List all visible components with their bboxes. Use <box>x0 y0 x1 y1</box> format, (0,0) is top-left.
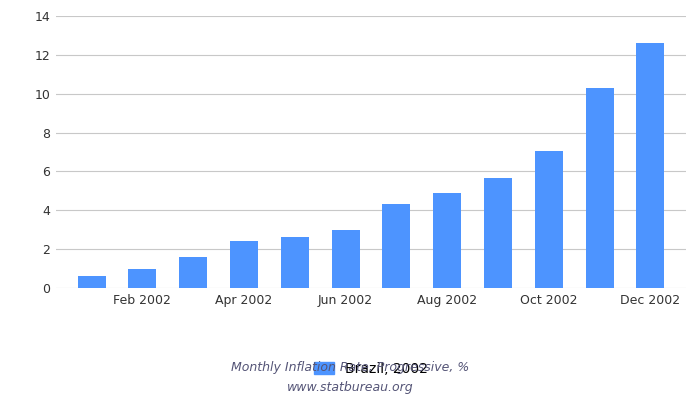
Bar <box>382 204 410 288</box>
Bar <box>230 241 258 288</box>
Bar <box>535 151 563 288</box>
Bar <box>78 276 106 288</box>
Bar <box>636 43 664 288</box>
Legend: Brazil, 2002: Brazil, 2002 <box>307 355 435 383</box>
Text: Monthly Inflation Rate, Progressive, %: Monthly Inflation Rate, Progressive, % <box>231 362 469 374</box>
Bar <box>484 178 512 288</box>
Bar <box>281 238 309 288</box>
Bar <box>128 268 156 288</box>
Bar <box>332 230 360 288</box>
Bar <box>586 88 614 288</box>
Bar <box>433 193 461 288</box>
Bar <box>179 257 207 288</box>
Text: www.statbureau.org: www.statbureau.org <box>287 382 413 394</box>
